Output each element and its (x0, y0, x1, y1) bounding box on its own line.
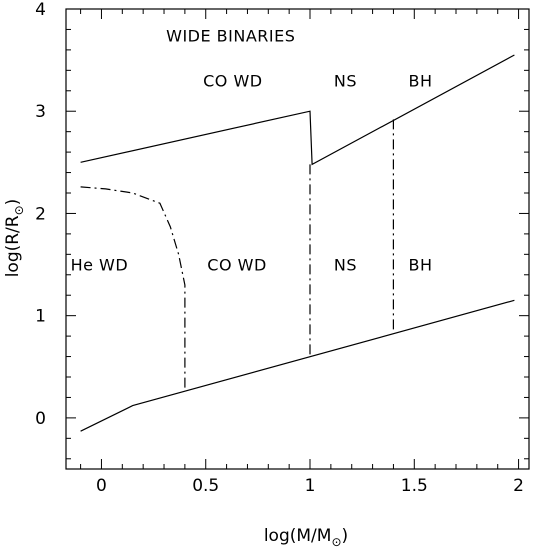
region-label: CO WD (203, 72, 263, 91)
y-tick-label: 0 (35, 409, 46, 429)
x-tick-label: 1.5 (401, 476, 428, 496)
annotations-group: WIDE BINARIES CO WD NS BH He WD CO WD NS BH (71, 27, 433, 275)
y-tick-label: 1 (35, 307, 46, 327)
axis-ticks (66, 8, 529, 469)
region-label: BH (409, 256, 433, 275)
x-tick-label: 2 (513, 476, 524, 496)
x-tick-label: 0.5 (192, 476, 219, 496)
region-label: CO WD (207, 256, 267, 275)
region-label: NS (334, 72, 357, 91)
region-label: He WD (71, 256, 129, 275)
series-line-2 (80, 299, 515, 432)
x-tick-label: 1 (305, 476, 316, 496)
y-tick-label: 4 (35, 0, 46, 20)
region-label: BH (409, 72, 433, 91)
x-tick-label: 0 (96, 476, 107, 496)
x-axis-label: log(M/M⊙) (264, 526, 348, 549)
series-group (80, 54, 515, 432)
y-tick-label: 2 (35, 204, 46, 224)
y-tick-label: 3 (35, 102, 46, 122)
region-label: WIDE BINARIES (166, 27, 295, 46)
tick-labels-group: 0 0.5 1 1.5 2 0 1 2 3 4 (35, 0, 524, 496)
plot-frame (65, 8, 530, 470)
series-line-1 (80, 54, 515, 166)
series-line-3 (80, 186, 186, 390)
region-label: NS (334, 256, 357, 275)
y-axis-label: log(R/R⊙) (3, 199, 26, 278)
